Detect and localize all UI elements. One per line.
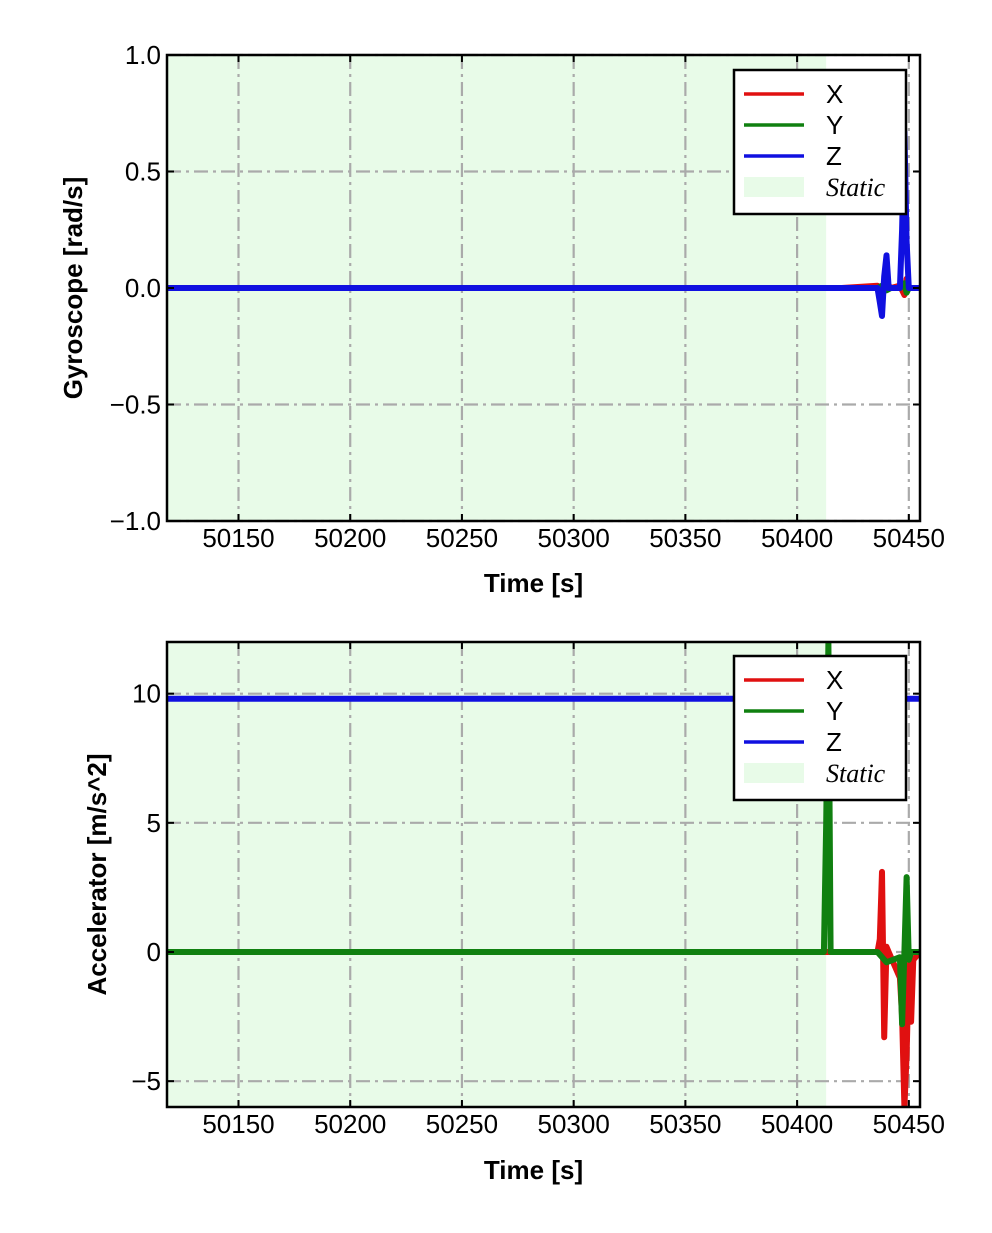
y-tick-label: 0.0 xyxy=(125,273,161,303)
x-tick-label: 50450 xyxy=(873,1109,945,1139)
legend-label-z: Z xyxy=(826,141,842,171)
legend-label-x: X xyxy=(826,665,843,695)
x-tick-label: 50400 xyxy=(761,523,833,553)
y-tick-label: 5 xyxy=(147,808,161,838)
x-tick-label: 50450 xyxy=(873,523,945,553)
y-axis-label: Accelerator [m/s^2] xyxy=(82,753,112,995)
y-tick-label: 0.5 xyxy=(125,157,161,187)
x-tick-label: 50300 xyxy=(538,1109,610,1139)
legend-label-static: Static xyxy=(826,759,886,788)
chart-panel-2: 50150 50200 50250 50300 50350 50400 50450 10 5 0 −… xyxy=(82,640,945,1185)
legend-swatch-static xyxy=(744,763,804,783)
static-region xyxy=(167,642,827,1107)
x-tick-label: 50250 xyxy=(426,523,498,553)
x-tick-label: 50250 xyxy=(426,1109,498,1139)
y-tick-label: −0.5 xyxy=(110,390,161,420)
x-tick-label: 50350 xyxy=(649,523,721,553)
x-tick-label: 50300 xyxy=(538,523,610,553)
legend-label-static: Static xyxy=(826,173,886,202)
legend-label-y: Y xyxy=(826,110,843,140)
legend-label-x: X xyxy=(826,79,843,109)
y-tick-label: 10 xyxy=(132,679,161,709)
x-axis-label: Time [s] xyxy=(484,568,583,598)
chart-panel-1: 50150 50200 50250 50300 50350 50400 50450 1.0 0.… xyxy=(58,40,945,598)
y-axis-label: Gyroscope [rad/s] xyxy=(58,177,88,400)
legend-label-y: Y xyxy=(826,696,843,726)
x-tick-label: 50400 xyxy=(761,1109,833,1139)
x-tick-label: 50350 xyxy=(649,1109,721,1139)
y-tick-label: −1.0 xyxy=(110,506,161,536)
x-tick-label: 50150 xyxy=(202,523,274,553)
y-tick-label: 1.0 xyxy=(125,40,161,70)
x-tick-label: 50200 xyxy=(314,523,386,553)
x-tick-label: 50200 xyxy=(314,1109,386,1139)
legend-label-z: Z xyxy=(826,727,842,757)
plot-frame xyxy=(165,640,922,1109)
legend-swatch-static xyxy=(744,177,804,197)
y-tick-label: −5 xyxy=(131,1066,161,1096)
y-tick-label: 0 xyxy=(147,937,161,967)
series-line-z xyxy=(167,128,920,319)
x-axis-label: Time [s] xyxy=(484,1155,583,1185)
x-tick-label: 50150 xyxy=(202,1109,274,1139)
